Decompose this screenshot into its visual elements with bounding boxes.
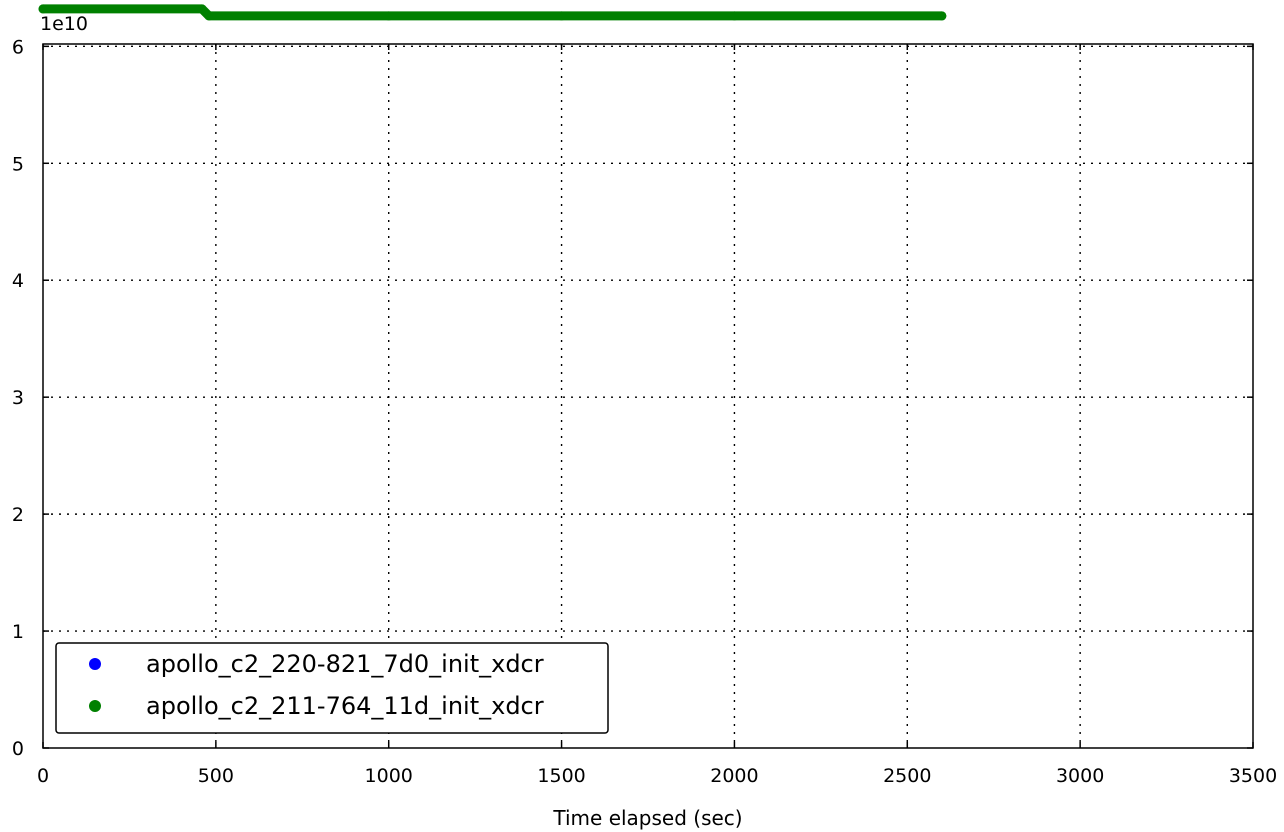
tick-marks: [42, 44, 1254, 749]
legend-label: apollo_c2_211-764_11d_init_xdcr: [146, 692, 544, 720]
data-point: [38, 4, 48, 14]
legend-marker: [89, 658, 101, 670]
x-tick-label: 1500: [537, 765, 585, 787]
data-point: [384, 11, 394, 21]
y-tick-labels: 0 1 2 3 4 5 6: [12, 36, 24, 760]
data-point: [557, 11, 567, 21]
grid-lines: [43, 44, 1253, 748]
series-layer: [38, 4, 947, 21]
x-tick-label: 0: [37, 765, 49, 787]
y-tick-label: 4: [12, 270, 24, 292]
data-point: [197, 4, 207, 14]
y-scale-label: 1e10: [40, 13, 88, 35]
legend-marker: [89, 700, 101, 712]
legend: apollo_c2_220-821_7d0_init_xdcr apollo_c2…: [55, 642, 609, 734]
series-line-2: [38, 4, 947, 21]
plot-frame: [42, 43, 1254, 749]
y-tick-label: 0: [12, 738, 24, 760]
x-tick-label: 2500: [883, 765, 931, 787]
y-tick-label: 6: [12, 36, 24, 58]
y-tick-label: 3: [12, 387, 24, 409]
data-point: [937, 11, 947, 21]
x-tick-label: 1000: [365, 765, 413, 787]
legend-box: [55, 642, 609, 734]
y-tick-label: 1: [12, 621, 24, 643]
x-tick-label: 3000: [1056, 765, 1104, 787]
x-tick-label: 2000: [710, 765, 758, 787]
legend-label: apollo_c2_220-821_7d0_init_xdcr: [146, 650, 544, 678]
data-point: [204, 11, 214, 21]
x-tick-label: 500: [198, 765, 234, 787]
x-tick-label: 3500: [1229, 765, 1277, 787]
x-tick-labels: 0 500 1000 1500 2000 2500 3000 3500: [37, 765, 1277, 787]
x-axis-title: Time elapsed (sec): [552, 806, 742, 830]
data-point: [729, 11, 739, 21]
y-tick-label: 5: [12, 153, 24, 175]
y-tick-label: 2: [12, 504, 24, 526]
